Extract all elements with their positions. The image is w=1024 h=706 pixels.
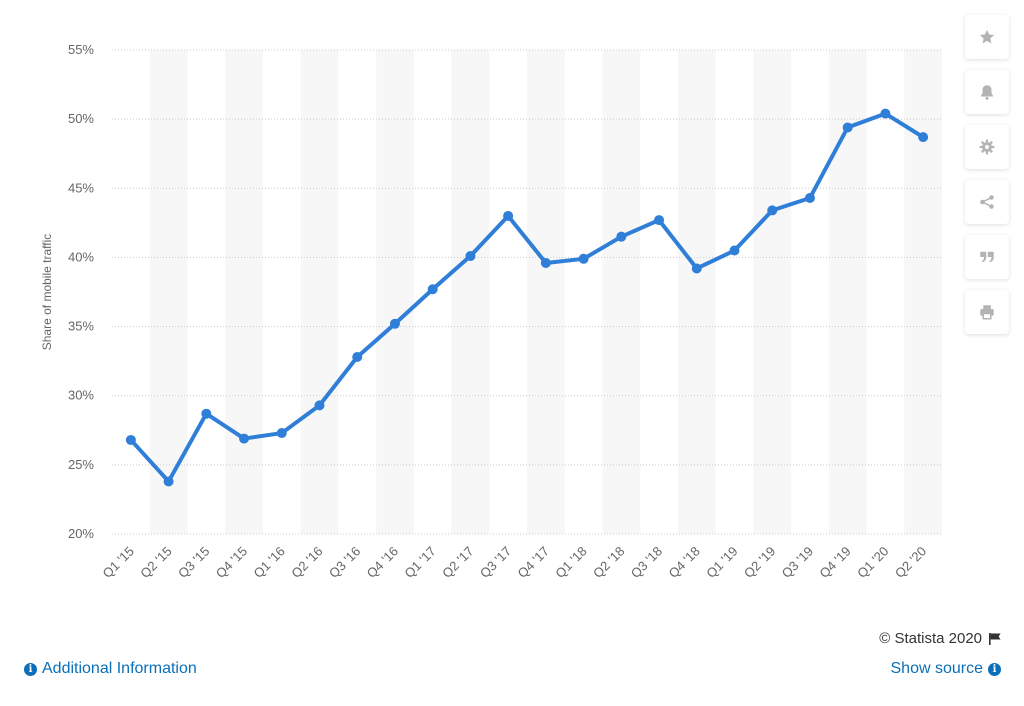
y-tick-label: 50% <box>68 111 94 126</box>
x-tick-label: Q2 '18 <box>590 544 627 581</box>
x-tick-label: Q4 '15 <box>213 544 250 581</box>
y-tick-label: 40% <box>68 249 94 264</box>
x-tick-label: Q2 '16 <box>288 544 325 581</box>
column-band <box>451 50 490 534</box>
x-tick-label: Q2 '15 <box>137 544 174 581</box>
copyright-text: © Statista 2020 <box>879 630 982 647</box>
data-point[interactable] <box>729 245 740 256</box>
x-tick-label: Q3 '19 <box>779 544 816 581</box>
data-point[interactable] <box>654 215 665 226</box>
quote-icon <box>980 251 994 263</box>
x-tick-label: Q2 '20 <box>892 544 929 581</box>
data-point[interactable] <box>691 263 702 274</box>
column-band <box>225 50 263 534</box>
x-tick-label: Q1 '17 <box>401 544 438 581</box>
x-tick-label: Q2 '19 <box>741 544 778 581</box>
additional-information-label: Additional Information <box>42 660 197 677</box>
x-tick-label: Q2 '17 <box>439 544 476 581</box>
data-point[interactable] <box>842 122 853 133</box>
star-icon <box>979 29 995 44</box>
data-point[interactable] <box>918 132 929 143</box>
column-band <box>300 50 339 534</box>
show-source-label: Show source <box>890 660 984 677</box>
data-point[interactable] <box>767 205 778 216</box>
print-button[interactable] <box>965 290 1009 334</box>
y-tick-label: 55% <box>68 42 94 57</box>
column-band <box>527 50 565 534</box>
data-point[interactable] <box>276 428 287 439</box>
gear-icon <box>979 139 995 155</box>
x-tick-label: Q1 '16 <box>250 544 287 581</box>
y-axis-label: Share of mobile traffic <box>40 234 54 351</box>
y-tick-label: 45% <box>68 180 94 195</box>
column-band <box>149 50 188 534</box>
bell-icon <box>981 85 993 100</box>
sidebar-toolbar <box>965 15 1009 334</box>
notification-button[interactable] <box>965 70 1009 114</box>
data-point[interactable] <box>540 257 551 268</box>
favorite-button[interactable] <box>965 15 1009 59</box>
info-icon: i <box>988 662 1001 676</box>
x-tick-label: Q3 '18 <box>628 544 665 581</box>
y-tick-label: 25% <box>68 457 94 472</box>
column-band <box>904 50 942 534</box>
info-icon: i <box>24 662 37 676</box>
share-icon <box>980 195 994 209</box>
x-tick-label: Q1 '15 <box>100 544 137 581</box>
x-tick-label: Q1 '20 <box>854 544 891 581</box>
x-tick-label: Q3 '15 <box>175 544 212 581</box>
data-point[interactable] <box>427 284 438 295</box>
x-tick-label: Q4 '18 <box>665 544 702 581</box>
x-tick-label: Q4 '19 <box>816 544 853 581</box>
data-point[interactable] <box>465 251 476 262</box>
x-tick-label: Q1 '19 <box>703 544 740 581</box>
x-tick-label: Q4 '16 <box>364 544 401 581</box>
copyright-notice: © Statista 2020 <box>879 630 1002 647</box>
column-band <box>602 50 641 534</box>
share-button[interactable] <box>965 180 1009 224</box>
series-line <box>128 111 926 484</box>
data-point[interactable] <box>578 253 589 264</box>
data-point[interactable] <box>804 192 815 203</box>
data-point[interactable] <box>125 434 136 445</box>
data-point[interactable] <box>389 318 400 329</box>
y-tick-label: 20% <box>68 526 94 541</box>
show-source-link[interactable]: Show source i <box>890 660 1001 678</box>
x-tick-label: Q4 '17 <box>515 544 552 581</box>
data-point[interactable] <box>201 408 212 419</box>
column-band <box>677 50 716 534</box>
data-point[interactable] <box>239 433 250 444</box>
additional-information-link[interactable]: i Additional Information <box>24 660 197 678</box>
column-band <box>376 50 414 534</box>
print-icon <box>980 305 994 320</box>
cite-button[interactable] <box>965 235 1009 279</box>
settings-button[interactable] <box>965 125 1009 169</box>
data-point[interactable] <box>880 108 891 119</box>
x-tick-label: Q3 '17 <box>477 544 514 581</box>
x-tick-label: Q1 '18 <box>552 544 589 581</box>
data-point[interactable] <box>314 400 325 411</box>
y-tick-label: 30% <box>68 388 94 403</box>
data-point[interactable] <box>352 351 363 362</box>
data-point[interactable] <box>163 476 174 487</box>
y-tick-label: 35% <box>68 319 94 334</box>
column-band <box>753 50 792 534</box>
data-point[interactable] <box>503 210 514 221</box>
x-tick-label: Q3 '16 <box>326 544 363 581</box>
data-point[interactable] <box>616 231 627 242</box>
flag-icon <box>989 632 1001 645</box>
